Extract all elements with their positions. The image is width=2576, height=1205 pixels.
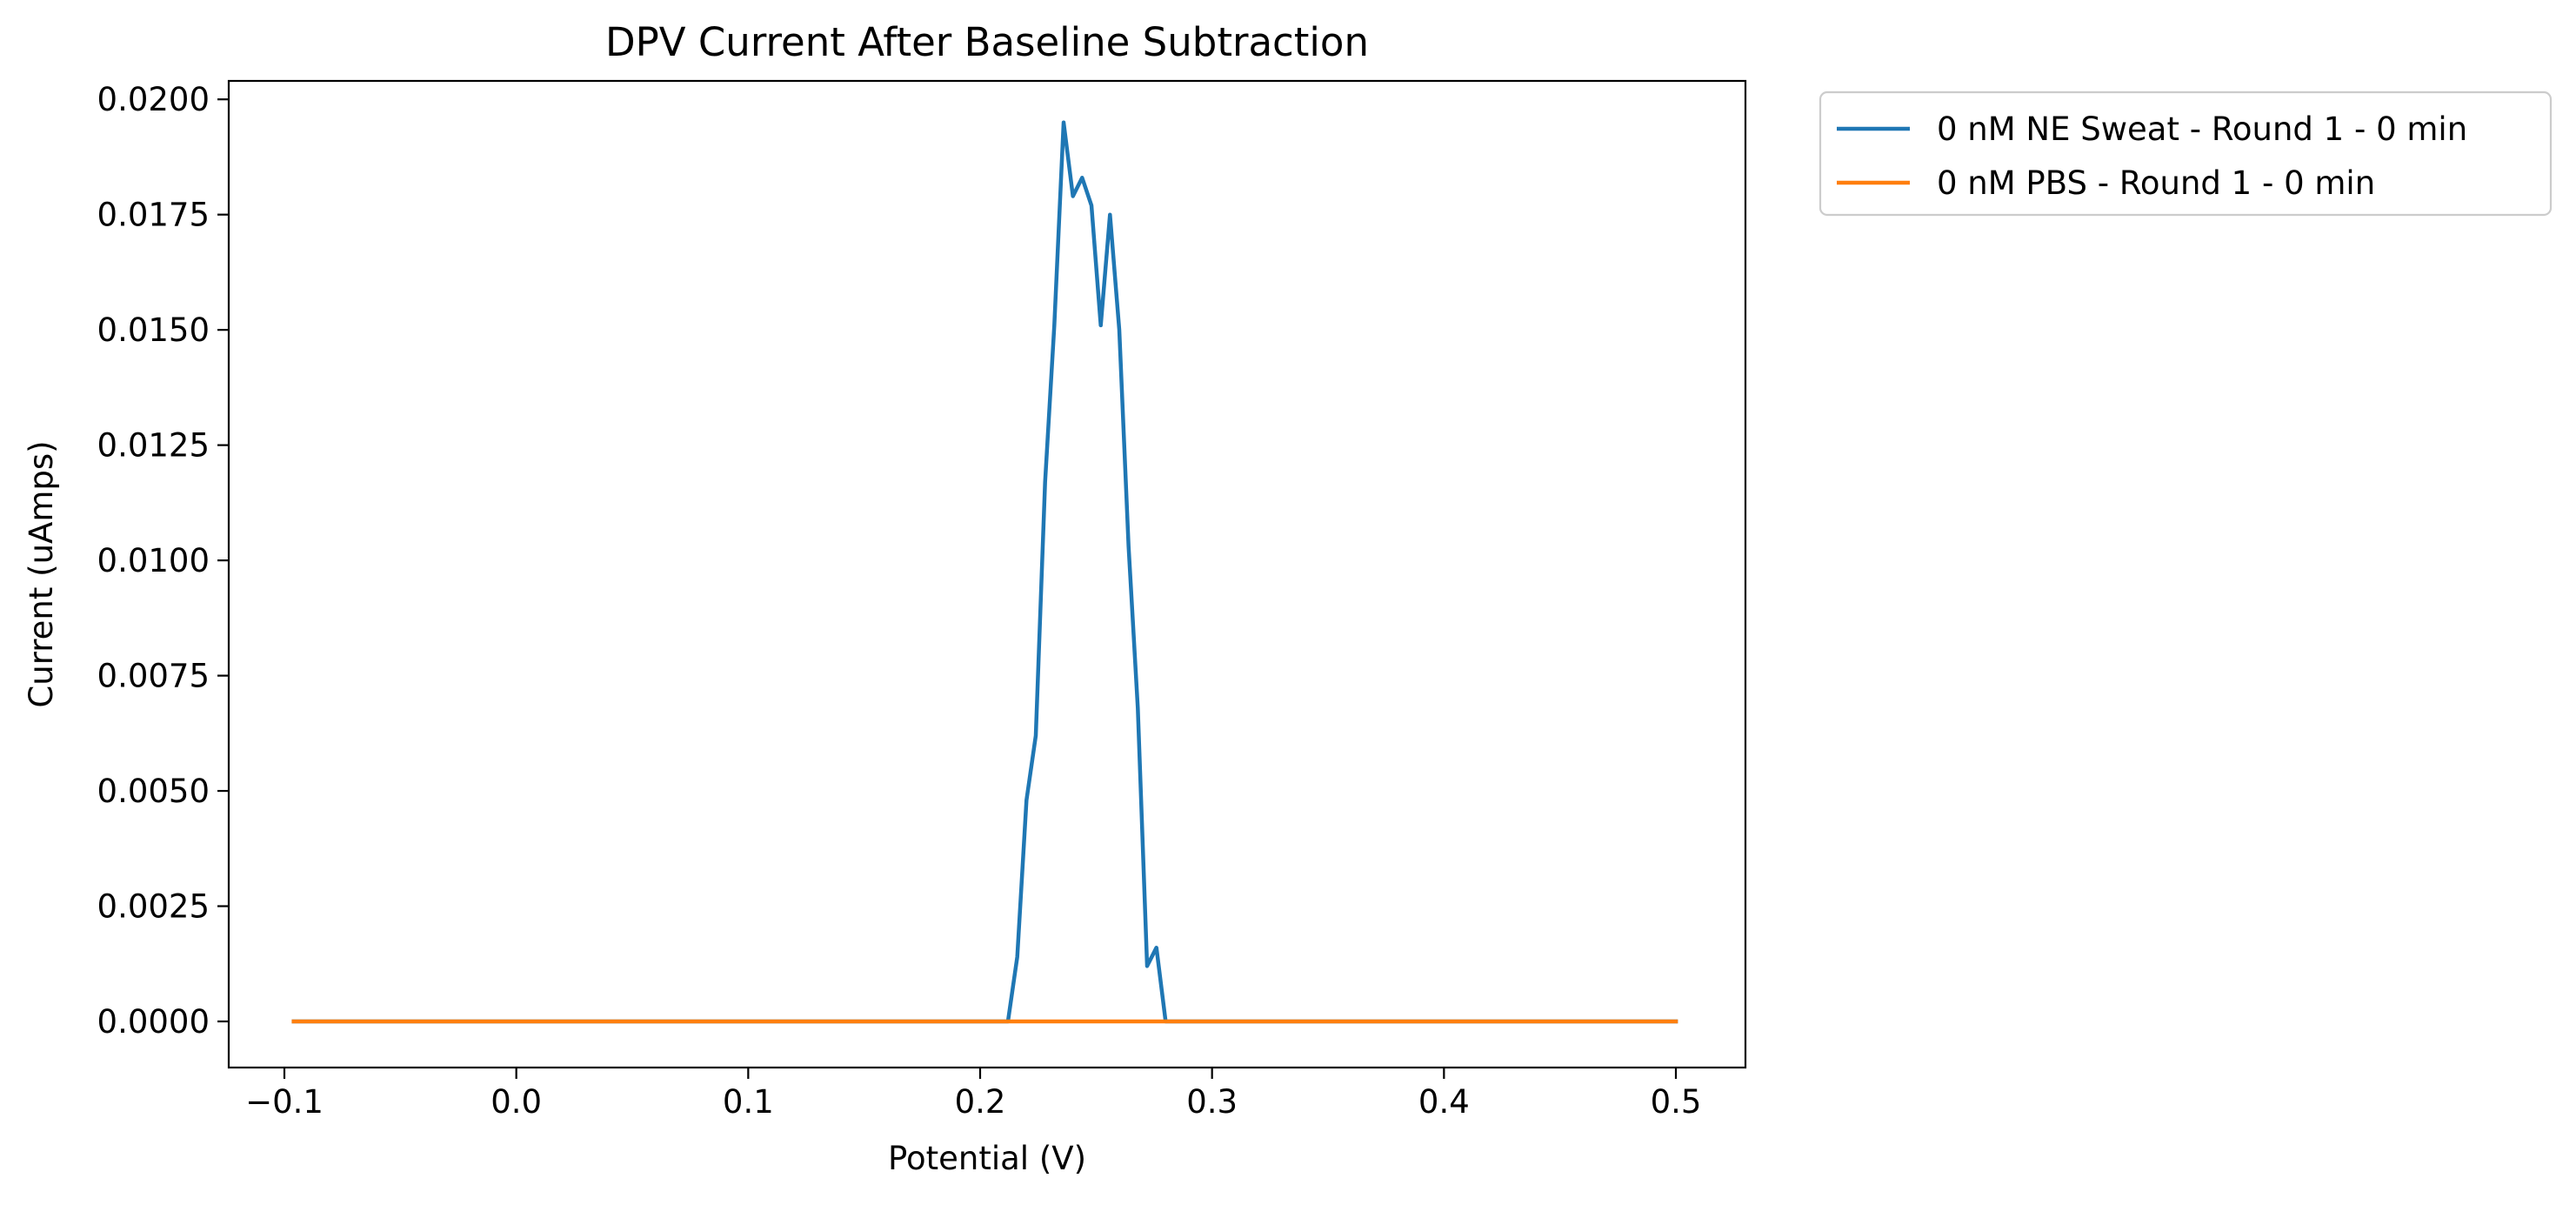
series-layer [291, 120, 1678, 1024]
x-tick-label: 0.3 [1186, 1083, 1238, 1121]
chart-title: DPV Current After Baseline Subtraction [605, 19, 1369, 65]
y-tick-label: 0.0125 [97, 427, 210, 465]
y-tick-label: 0.0000 [97, 1003, 210, 1041]
x-tick-label: 0.1 [723, 1083, 774, 1121]
x-axis: −0.1 0.0 0.1 0.2 0.3 0.4 0.5 [245, 1068, 1701, 1121]
y-tick-label: 0.0150 [97, 311, 210, 349]
y-tick-label: 0.0075 [97, 658, 210, 695]
legend-items: 0 nM NE Sweat - Round 1 - 0 min 0 nM PBS … [1837, 110, 2467, 202]
y-axis: 0.0000 0.0025 0.0050 0.0075 0.0100 0.0125 0.01… [97, 81, 229, 1041]
y-tick-label: 0.0175 [97, 197, 210, 234]
legend: 0 nM NE Sweat - Round 1 - 0 min 0 nM PBS … [1819, 90, 2553, 217]
legend-frame [1819, 90, 2553, 217]
x-tick-label: −0.1 [245, 1083, 324, 1121]
plot-area-frame [227, 79, 1747, 1069]
legend-label-2: 0 nM PBS - Round 1 - 0 min [1937, 164, 2375, 202]
y-tick-label: 0.0050 [97, 773, 210, 810]
x-axis-label: Potential (V) [888, 1140, 1086, 1177]
legend-label-1: 0 nM NE Sweat - Round 1 - 0 min [1937, 110, 2467, 148]
y-tick-label: 0.0025 [97, 888, 210, 926]
y-tick-label: 0.0100 [97, 542, 210, 579]
y-tick-label: 0.0200 [97, 81, 210, 118]
x-tick-label: 0.4 [1418, 1083, 1470, 1121]
x-tick-label: 0.2 [955, 1083, 1006, 1121]
x-tick-label: 0.5 [1651, 1083, 1702, 1121]
x-tick-label: 0.0 [491, 1083, 542, 1121]
y-axis-label: Current (uAmps) [23, 440, 60, 707]
